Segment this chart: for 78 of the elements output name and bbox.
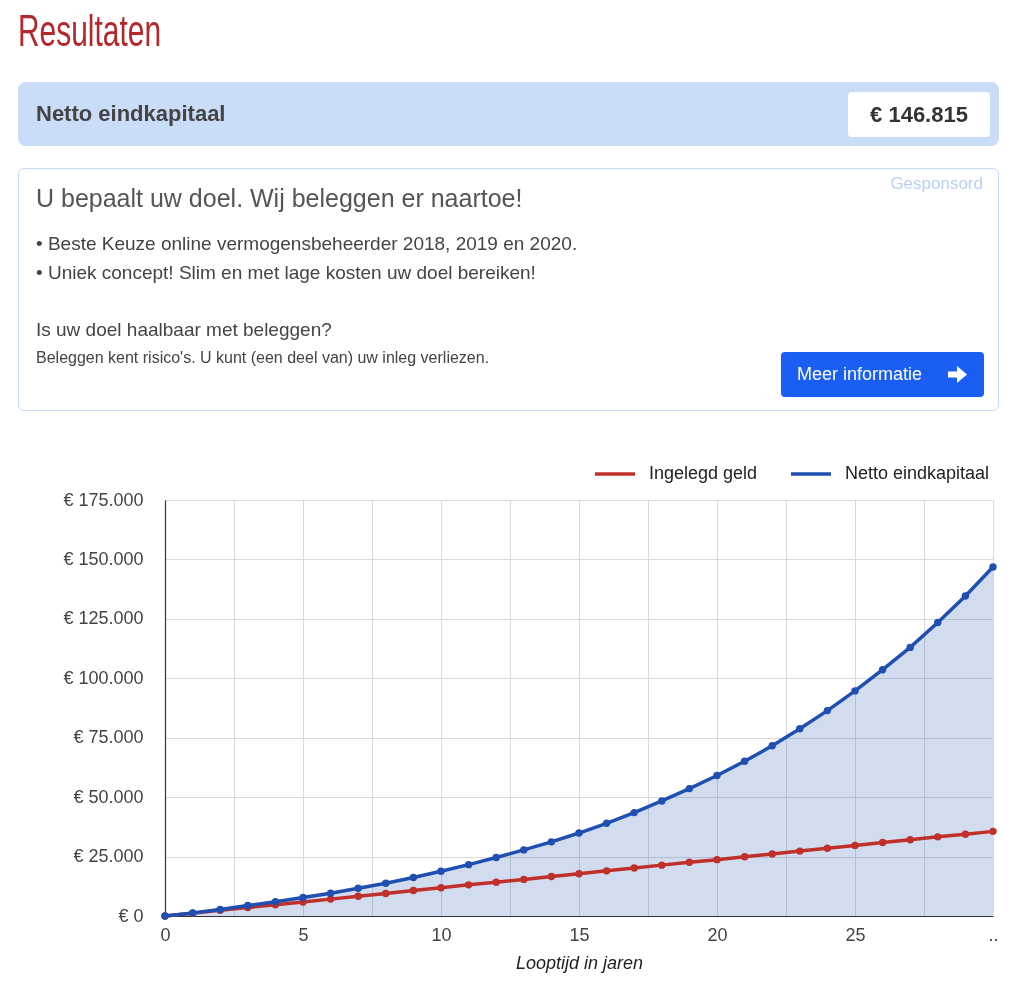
x-tick-label: 5 xyxy=(298,924,309,945)
point xyxy=(547,872,556,881)
point xyxy=(713,771,721,780)
point xyxy=(630,864,638,872)
point xyxy=(934,833,942,841)
point xyxy=(906,643,914,652)
y-tick-label: € 100.000 xyxy=(63,667,144,688)
x-tick-label: 25 xyxy=(845,924,866,945)
point xyxy=(740,757,749,765)
point xyxy=(464,881,473,889)
x-tick-label: 0 xyxy=(160,924,171,945)
point xyxy=(906,835,914,844)
point xyxy=(685,858,694,866)
y-tick-label: € 150.000 xyxy=(63,548,144,569)
point xyxy=(437,884,445,892)
point xyxy=(354,884,362,892)
y-tick-label: € 0 xyxy=(118,905,144,926)
legend-label: Netto eindkapitaal xyxy=(845,463,990,483)
text: € 146.815 xyxy=(848,92,990,137)
point xyxy=(851,687,859,695)
point xyxy=(685,784,694,793)
point xyxy=(547,838,556,846)
y-tick-label: € 75.000 xyxy=(73,727,144,748)
point xyxy=(575,829,583,837)
y-tick-label: € 175.000 xyxy=(63,489,144,510)
text: Beleggen kent risico's. U kunt (een deel van) uw inleg verliezen. xyxy=(36,349,490,367)
text: • Beste Keuze online vermogensbeheerder 2018, 2019 en 2020. xyxy=(36,233,578,255)
point xyxy=(768,742,776,750)
point xyxy=(713,855,721,864)
point xyxy=(492,878,500,886)
point xyxy=(934,618,942,627)
point xyxy=(768,850,776,858)
point xyxy=(409,886,418,895)
point xyxy=(520,875,528,884)
point xyxy=(630,808,638,817)
x-tick-label: 15 xyxy=(569,924,590,945)
point xyxy=(326,889,335,897)
point xyxy=(989,563,997,571)
point xyxy=(492,853,500,862)
point xyxy=(575,869,583,878)
point xyxy=(382,889,390,898)
point xyxy=(354,892,362,900)
text: • Uniek concept! Slim en met lage kosten uw doel bereiken! xyxy=(36,262,536,284)
point xyxy=(740,853,749,861)
point xyxy=(658,797,666,805)
point xyxy=(437,867,445,876)
x-axis-title: Looptijd in jaren xyxy=(515,952,644,973)
text: Resultaten xyxy=(18,6,162,56)
point xyxy=(961,592,970,600)
x-tick-label: 10 xyxy=(431,924,452,945)
text: Meer informatie xyxy=(797,363,923,386)
point xyxy=(878,838,887,847)
point xyxy=(520,846,528,854)
y-tick-label: € 125.000 xyxy=(63,608,144,629)
point xyxy=(823,844,832,852)
point xyxy=(796,847,804,855)
legend-label: Ingelegd geld xyxy=(649,463,758,483)
point xyxy=(796,724,804,733)
point xyxy=(602,867,611,875)
point xyxy=(464,860,473,869)
y-tick-label: € 50.000 xyxy=(73,786,144,807)
point xyxy=(299,893,307,902)
point xyxy=(989,827,997,836)
text: Netto eindkapitaal xyxy=(36,100,226,128)
point xyxy=(382,879,390,887)
point xyxy=(823,706,832,715)
x-tick-label: .. xyxy=(988,924,999,945)
point xyxy=(602,819,611,827)
point xyxy=(878,666,887,674)
text: Gesponsord xyxy=(890,174,983,194)
text: Is uw doel haalbaar met beleggen? xyxy=(36,319,332,341)
point xyxy=(851,841,859,850)
text: U bepaalt uw doel. Wij beleggen er naartoe! xyxy=(36,184,523,213)
x-tick-label: 20 xyxy=(707,924,728,945)
point xyxy=(658,861,666,869)
point xyxy=(961,830,970,838)
point xyxy=(409,873,418,882)
y-tick-label: € 25.000 xyxy=(73,846,144,867)
